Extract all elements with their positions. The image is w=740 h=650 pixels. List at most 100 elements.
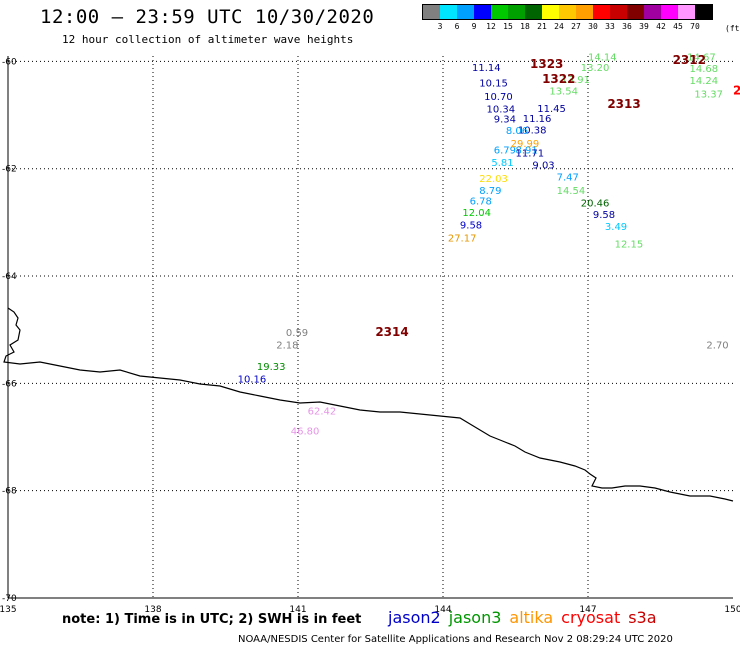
legend-unit: (ft) <box>725 24 740 33</box>
wave-height-label: 10.16 <box>238 374 267 385</box>
wave-height-label: 13.20 <box>581 63 610 74</box>
wave-height-label: 12.15 <box>615 240 644 251</box>
wave-height-label: 19.33 <box>257 362 286 373</box>
y-tick-label: -70 <box>2 594 17 604</box>
satellite-label: altika <box>509 608 554 627</box>
wave-height-label: 8.79 <box>479 186 501 197</box>
wave-height-label: 8.06 <box>506 126 528 137</box>
wave-height-label: 10.34 <box>487 104 516 115</box>
legend-swatch <box>440 5 457 19</box>
wave-height-label: 27.17 <box>448 234 477 245</box>
wave-height-label: 29.99 <box>511 139 540 150</box>
y-tick-label: -66 <box>2 379 17 389</box>
legend-label: 9 <box>471 22 477 31</box>
legend-label: 70 <box>690 22 700 31</box>
wave-height-label: 9.34 <box>494 115 516 126</box>
pass-time-label: 2314 <box>375 325 408 339</box>
legend-label: 6 <box>454 22 460 31</box>
wave-height-label: 14.67 <box>687 52 716 63</box>
wave-height-label: 11.45 <box>537 104 566 115</box>
legend-swatch <box>508 5 525 19</box>
wave-height-label: 14.14 <box>588 52 617 63</box>
wave-height-label: 10.15 <box>479 79 508 90</box>
wave-height-label: 62.42 <box>308 406 337 417</box>
satellite-label: jason3 <box>448 608 502 627</box>
wave-height-label: 10.38 <box>518 125 547 136</box>
pass-time-label: 2313 <box>607 97 640 111</box>
wave-height-label: 0.59 <box>286 328 308 339</box>
wave-height-label: 6.78 <box>470 197 492 208</box>
legend-label: 27 <box>571 22 581 31</box>
pass-time-label: 1323 <box>530 57 563 71</box>
legend-swatch <box>491 5 508 19</box>
legend-swatch <box>525 5 542 19</box>
wave-height-label: 13.91 <box>561 75 590 86</box>
footer-note: note: 1) Time is in UTC; 2) SWH is in fe… <box>62 612 362 627</box>
x-tick-label: 141 <box>289 605 306 615</box>
legend-label: 45 <box>673 22 683 31</box>
wave-height-label: 10.70 <box>484 92 513 103</box>
legend-label: 15 <box>503 22 513 31</box>
wave-height-label: 9.58 <box>593 210 615 221</box>
legend-swatch <box>423 5 440 19</box>
legend-label: 30 <box>588 22 598 31</box>
wave-height-label: 9.58 <box>460 220 482 231</box>
legend-label: 36 <box>622 22 632 31</box>
y-tick-label: -64 <box>2 272 17 282</box>
legend-swatch <box>661 5 678 19</box>
legend-label: 39 <box>639 22 649 31</box>
wave-height-label: 22.03 <box>479 174 508 185</box>
legend-swatch <box>457 5 474 19</box>
chart-title: 12:00 – 23:59 UTC 10/30/2020 <box>40 6 375 28</box>
y-tick-label: -68 <box>2 487 17 497</box>
y-tick-label: -62 <box>2 165 17 175</box>
legend-swatch <box>576 5 593 19</box>
wave-height-label: 14.24 <box>690 76 719 87</box>
footer-credit: NOAA/NESDIS Center for Satellite Applica… <box>238 634 673 645</box>
legend-label: 21 <box>537 22 547 31</box>
wave-height-label: 9.03 <box>532 161 554 172</box>
wave-height-label: 3.49 <box>605 222 627 233</box>
satellite-label: s3a <box>628 608 657 627</box>
legend-swatch <box>695 5 712 19</box>
wave-height-label: 13.54 <box>549 87 578 98</box>
legend-label: 18 <box>520 22 530 31</box>
legend-color-bar <box>422 4 713 20</box>
wave-height-label: 20.46 <box>581 198 610 209</box>
wave-height-label: 12.04 <box>462 208 491 219</box>
pass-time-label: 2104 <box>733 84 740 98</box>
coastline <box>3 307 734 502</box>
legend-swatch <box>559 5 576 19</box>
wave-height-label: 2.70 <box>706 340 728 351</box>
pass-time-label: 2312 <box>673 53 706 67</box>
wave-height-label: 2.18 <box>276 340 298 351</box>
legend-swatch <box>644 5 661 19</box>
legend-label: 33 <box>605 22 615 31</box>
legend-swatch <box>474 5 491 19</box>
x-tick-label: 144 <box>434 605 451 615</box>
wave-height-label: 6.79 <box>494 146 516 157</box>
satellite-label: cryosat <box>561 608 621 627</box>
satellite-legend: jason2 jason3 altika cryosat s3a <box>388 608 665 627</box>
x-tick-label: 150 <box>724 605 740 615</box>
legend-swatch <box>627 5 644 19</box>
legend-swatch <box>542 5 559 19</box>
legend-label: 24 <box>554 22 564 31</box>
legend-label: 3 <box>437 22 443 31</box>
legend-label: 12 <box>486 22 496 31</box>
y-tick-label: -60 <box>2 57 17 67</box>
legend-swatch <box>678 5 695 19</box>
wave-height-label: 11.71 <box>516 148 545 159</box>
x-tick-label: 147 <box>579 605 596 615</box>
wave-height-label: 14.68 <box>690 64 719 75</box>
legend-swatch <box>593 5 610 19</box>
wave-height-label: 13.37 <box>694 89 723 100</box>
wave-height-label: 46.80 <box>291 426 320 437</box>
wave-height-label: 11.16 <box>523 114 552 125</box>
pass-time-label: 1322 <box>542 72 575 86</box>
legend-labels: 3 6 9 12 15 18 21 24 27 30 33 36 39 42 45 70 <box>422 20 713 32</box>
x-tick-label: 138 <box>144 605 161 615</box>
